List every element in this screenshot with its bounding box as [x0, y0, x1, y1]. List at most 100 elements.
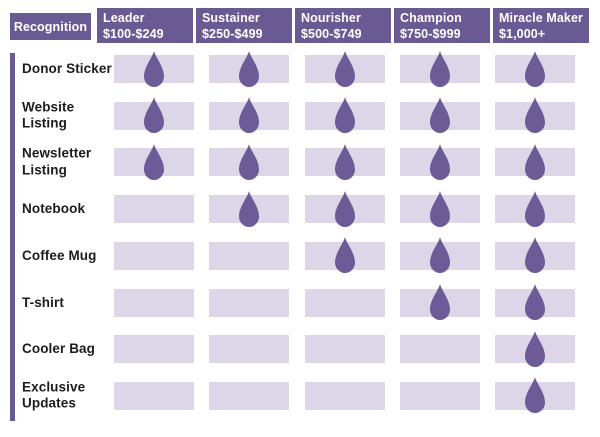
benefit-cell: [495, 190, 576, 227]
benefit-row: Cooler Bag: [0, 330, 600, 367]
tier-name: Leader: [103, 11, 145, 25]
benefit-cell: [114, 50, 194, 87]
water-drop-icon: [332, 190, 357, 228]
benefit-cell: [495, 50, 576, 87]
benefit-cell: [209, 381, 290, 410]
benefit-cell: [495, 284, 576, 321]
benefit-cell: [399, 335, 480, 364]
benefit-cell: [209, 241, 290, 270]
water-drop-icon: [332, 97, 357, 134]
row-label: Cooler Bag: [22, 341, 96, 356]
recognition-corner-label: Recognition: [10, 13, 91, 40]
benefit-cell: [114, 195, 194, 224]
water-drop-icon: [523, 50, 548, 88]
benefit-cell: [304, 50, 385, 87]
tier-name: Nourisher: [301, 11, 361, 25]
water-drop-icon: [523, 143, 548, 181]
row-label: T-shirt: [22, 294, 64, 310]
water-drop-icon: [142, 50, 167, 88]
tier-header-champion: Champion $750-$999: [394, 8, 490, 43]
water-drop-icon: [523, 190, 548, 228]
water-drop-icon: [332, 50, 357, 88]
tier-range: $750-$999: [400, 26, 461, 41]
benefit-cell: [209, 288, 290, 317]
tier-range: $250-$499: [202, 26, 263, 41]
benefit-cell: [304, 190, 385, 227]
water-drop-icon: [332, 237, 357, 274]
water-drop-icon: [427, 190, 452, 228]
row-label: Donor Sticker: [22, 60, 112, 76]
benefit-cell: [304, 381, 385, 410]
benefit-cell: [304, 335, 385, 364]
benefit-cell: [495, 97, 576, 134]
benefit-cell: [495, 330, 576, 367]
tier-header-row: Leader $100-$249 Sustainer $250-$499 Nou…: [97, 8, 589, 43]
left-accent-bar: [10, 53, 15, 421]
benefit-row: Exclusive Updates: [0, 377, 600, 414]
benefit-cell: [399, 50, 480, 87]
benefit-cell: [114, 288, 194, 317]
water-drop-icon: [237, 190, 262, 228]
water-drop-icon: [237, 50, 262, 88]
benefit-row: Website Listing: [0, 97, 600, 134]
benefit-cell: [209, 190, 290, 227]
benefit-cell: [114, 381, 194, 410]
tier-header-nourisher: Nourisher $500-$749: [295, 8, 391, 43]
water-drop-icon: [427, 284, 452, 321]
benefit-cell: [114, 97, 194, 134]
benefit-cell: [399, 237, 480, 274]
benefit-cell: [495, 377, 576, 414]
tier-range: $1,000+: [499, 26, 546, 41]
water-drop-icon: [523, 377, 548, 414]
benefit-cell: [399, 284, 480, 321]
benefit-cell: [209, 335, 290, 364]
benefit-row: T-shirt: [0, 284, 600, 321]
water-drop-icon: [237, 97, 262, 134]
benefit-cell: [114, 143, 194, 180]
benefit-cell: [304, 97, 385, 134]
benefit-cell: [304, 237, 385, 274]
water-drop-icon: [237, 143, 262, 181]
water-drop-icon: [427, 143, 452, 181]
water-drop-icon: [523, 237, 548, 274]
benefit-cell: [399, 97, 480, 134]
row-label: Exclusive Updates: [22, 379, 86, 411]
tier-name: Sustainer: [202, 11, 260, 25]
benefit-row: Donor Sticker: [0, 50, 600, 87]
tier-name: Champion: [400, 11, 462, 25]
benefit-cell: [304, 143, 385, 180]
tier-range: $100-$249: [103, 26, 164, 41]
tier-header-leader: Leader $100-$249: [97, 8, 193, 43]
tier-header-sustainer: Sustainer $250-$499: [196, 8, 292, 43]
row-label: Newsletter Listing: [22, 145, 92, 178]
tier-name: Miracle Maker: [499, 11, 583, 25]
benefit-row: Newsletter Listing: [0, 143, 600, 180]
water-drop-icon: [332, 143, 357, 181]
tier-range: $500-$749: [301, 26, 362, 41]
benefit-cell: [399, 381, 480, 410]
water-drop-icon: [142, 143, 167, 181]
benefit-cell: [399, 190, 480, 227]
water-drop-icon: [142, 97, 167, 134]
water-drop-icon: [427, 97, 452, 134]
benefit-cell: [114, 335, 194, 364]
benefit-cell: [495, 237, 576, 274]
benefit-row: Coffee Mug: [0, 237, 600, 274]
water-drop-icon: [523, 330, 548, 368]
benefit-cell: [304, 288, 385, 317]
benefit-cell: [399, 143, 480, 180]
benefit-cell: [209, 143, 290, 180]
benefit-row: Notebook: [0, 190, 600, 227]
benefit-cell: [209, 97, 290, 134]
water-drop-icon: [427, 50, 452, 88]
water-drop-icon: [523, 97, 548, 134]
row-label: Website Listing: [22, 99, 75, 131]
water-drop-icon: [427, 237, 452, 274]
benefit-cell: [209, 50, 290, 87]
row-label: Coffee Mug: [22, 247, 97, 263]
benefit-cell: [495, 143, 576, 180]
tier-header-miracle-maker: Miracle Maker $1,000+: [493, 8, 589, 43]
water-drop-icon: [523, 284, 548, 321]
row-label: Notebook: [22, 200, 86, 216]
